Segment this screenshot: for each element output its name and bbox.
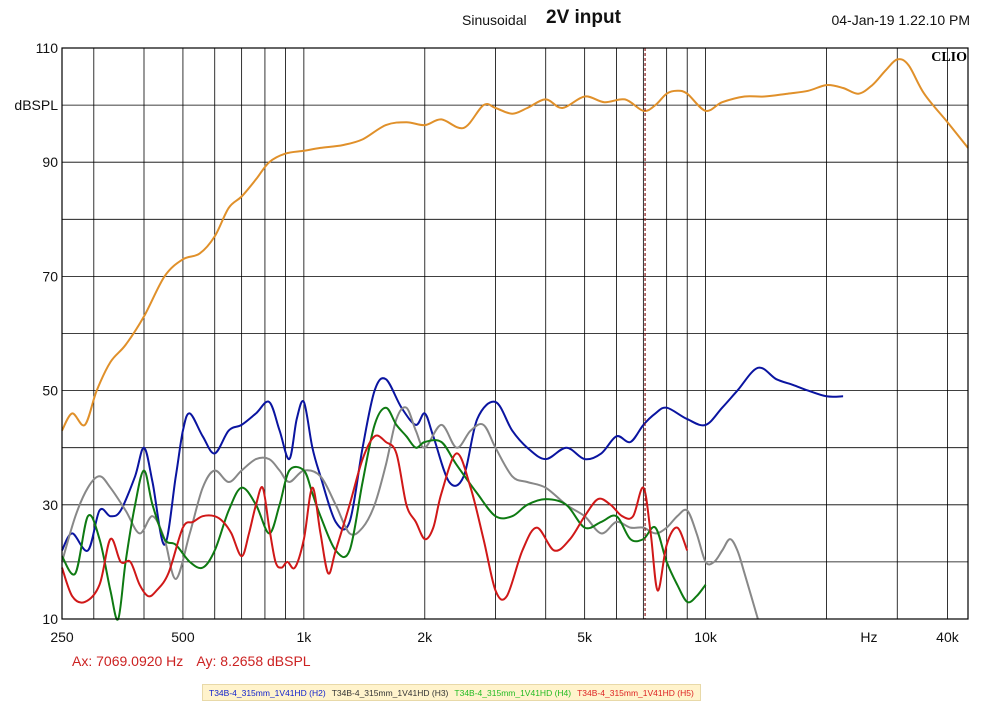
- y-tick-label: 10: [42, 611, 58, 627]
- y-tick-label: 70: [42, 268, 58, 284]
- x-tick-label: 10k: [694, 629, 718, 645]
- x-tick-label: 2k: [417, 629, 433, 645]
- y-tick-label: dBSPL: [14, 97, 58, 113]
- legend: T34B-4_315mm_1V41HD (H2) T34B-4_315mm_1V4…: [202, 684, 701, 701]
- legend-item-h3[interactable]: T34B-4_315mm_1V41HD (H3): [331, 687, 449, 698]
- cursor-readout: Ax: 7069.0920 Hz Ay: 8.2658 dBSPL: [72, 653, 321, 669]
- series-layer: [61, 58, 969, 621]
- cursor-x-readout: Ax: 7069.0920 Hz: [72, 653, 184, 669]
- legend-item-h4[interactable]: T34B-4_315mm_1V41HD (H4): [454, 687, 572, 698]
- x-tick-label: 500: [171, 629, 195, 645]
- tick-layer: 110 dBSPL 90 70 50 30 10 250 500 1k 2k 5k 10k Hz 40k: [14, 40, 959, 645]
- clio-logo: CLIO: [931, 50, 967, 65]
- y-tick-label: 110: [36, 40, 59, 56]
- legend-item-h2[interactable]: T34B-4_315mm_1V41HD (H2): [209, 687, 326, 698]
- series-line-h5: [61, 434, 689, 604]
- measurement-mode: Sinusoidal: [462, 12, 527, 28]
- grid: [62, 48, 968, 619]
- y-tick-label: 90: [42, 154, 58, 170]
- legend-item-h5[interactable]: T34B-4_315mm_1V41HD (H5): [577, 687, 694, 698]
- y-tick-label: 50: [42, 383, 58, 399]
- series-line-h2: [61, 366, 844, 552]
- x-tick-label: 5k: [577, 629, 593, 645]
- x-tick-label: Hz: [860, 629, 877, 645]
- timestamp: 04-Jan-19 1.22.10 PM: [831, 12, 970, 28]
- series-line-fundamental: [61, 58, 969, 432]
- series-line-h4: [61, 406, 707, 621]
- x-tick-label: 40k: [936, 629, 960, 645]
- y-tick-label: 30: [42, 497, 58, 513]
- plot-frame: [61, 47, 969, 620]
- cursor-y-readout: Ay: 8.2658 dBSPL: [196, 653, 311, 669]
- series-line-h3: [61, 406, 759, 620]
- x-tick-label: 250: [50, 629, 74, 645]
- chart-title: 2V input: [546, 7, 621, 28]
- x-tick-label: 1k: [296, 629, 312, 645]
